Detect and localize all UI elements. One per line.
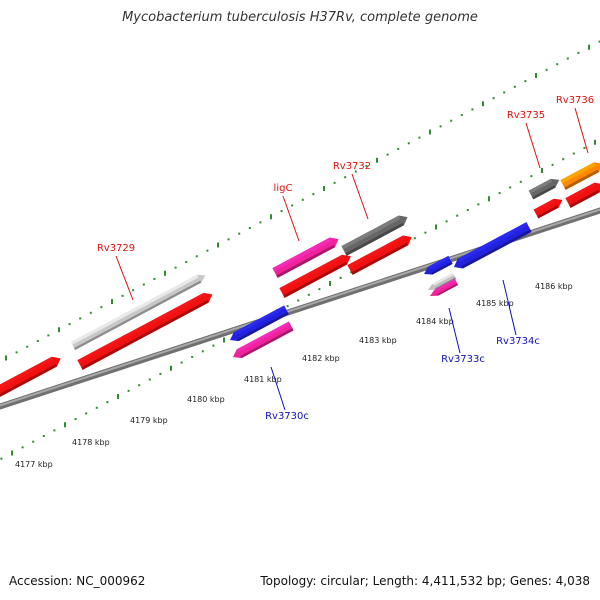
reverse-gene-arrow[interactable] [231,321,294,362]
forward-gene-arrow[interactable] [565,179,600,208]
reverse-gene-label[interactable]: Rv3730c [265,411,309,422]
reverse-gene-arrow-highlight [434,278,456,292]
forward-gene-arrow-highlight [341,215,401,250]
forward-gene-arrow-shadow [569,189,600,208]
scale-label: 4180 kbp [187,395,225,404]
forward-gene-label-leader [351,173,369,220]
forward-gene-label[interactable]: Rv3732 [333,161,371,172]
forward-gene-label-leader [574,107,589,154]
forward-gene-arrow[interactable] [70,271,208,350]
forward-gene-arrow-shadow [74,280,202,350]
forward-gene-arrow-body [341,215,408,256]
forward-gene-arrow[interactable] [528,176,562,200]
forward-gene-arrow-shadow [564,169,600,190]
forward-gene-arrow-body [560,162,600,190]
forward-gene-arrow-shadow [0,364,57,401]
reverse-gene-arrow-shadow [431,261,453,275]
reverse-gene-label-leader [448,307,461,354]
forward-gene-arrow[interactable] [0,353,63,401]
forward-gene-arrow-body [0,356,61,401]
reverse-gene-arrow[interactable] [451,222,532,272]
forward-gene-arrow-highlight [560,162,596,184]
forward-gene-arrow-shadow [81,300,209,370]
forward-gene-arrow-highlight [533,198,556,213]
scale-label: 4181 kbp [244,375,282,384]
scale-label: 4185 kbp [476,299,514,308]
forward-gene-arrow-body [70,274,206,350]
forward-gene-arrow-shadow [276,244,335,278]
forward-gene-label[interactable]: Rv3735 [507,110,545,121]
forward-gene-arrow[interactable] [560,159,600,190]
reverse-gene-arrow-highlight [457,222,529,263]
forward-gene-arrow-shadow [283,262,348,298]
reverse-gene-arrow[interactable] [228,305,289,344]
forward-gene-arrow-shadow [537,205,559,219]
forward-gene-arrow-shadow [532,185,556,200]
scale-label: 4184 kbp [416,317,454,326]
forward-gene-arrow-body [77,292,213,370]
forward-gene-arrow-body [347,235,412,275]
reverse-gene-label-leader [270,366,286,411]
scale-label: 4183 kbp [359,336,397,345]
forward-gene-arrow[interactable] [341,212,410,256]
forward-gene-arrow-highlight [279,254,344,292]
forward-gene-arrow-body [565,182,600,208]
forward-gene-label[interactable]: Rv3736 [556,95,594,106]
reverse-gene-label-leader [502,279,517,336]
forward-gene-arrow-body [272,237,339,278]
forward-gene-arrow-highlight [272,237,332,272]
reverse-gene-arrow-highlight [233,305,286,336]
forward-gene-arrow[interactable] [272,234,341,278]
forward-gene-label[interactable]: Rv3729 [97,243,135,254]
forward-gene-arrow-shadow [351,242,409,275]
forward-gene-arrow[interactable] [347,232,414,275]
forward-gene-arrow-highlight [347,235,405,269]
genome-summary-text: Topology: circular; Length: 4,411,532 bp… [260,574,590,588]
scale-label: 4186 kbp [535,282,573,291]
reverse-gene-arrow-shadow [461,229,532,269]
forward-gene-arrow-highlight [528,178,553,194]
reverse-gene-arrow-highlight [428,255,450,270]
reverse-gene-arrow[interactable] [422,255,453,278]
scale-label: 4177 kbp [15,460,53,469]
forward-gene-arrow[interactable] [77,290,215,370]
forward-gene-label-leader [282,195,300,242]
forward-gene-label-leader [115,255,134,301]
genome-title: Mycobacterium tuberculosis H37Rv, comple… [122,10,478,25]
forward-gene-arrow-highlight [77,292,206,364]
forward-gene-arrow-body [533,198,563,219]
scale-label: 4179 kbp [130,416,168,425]
forward-gene-arrow-highlight [565,182,597,202]
forward-gene-arrow-highlight [0,356,54,395]
forward-gene-label-leader [525,122,541,169]
scale-label: 4182 kbp [302,354,340,363]
forward-gene-arrow[interactable] [279,251,353,298]
reverse-gene-arrow[interactable] [428,278,459,299]
reverse-gene-arrow-shadow [240,328,294,359]
reverse-gene-arrow-shadow [237,312,289,342]
reverse-gene-label[interactable]: Rv3733c [441,354,485,365]
forward-gene-arrow[interactable] [533,195,565,219]
reverse-gene-arrow-highlight [432,272,454,286]
forward-gene-arrow-shadow [345,222,404,256]
forward-gene-arrow-body [528,178,560,200]
scale-label: 4178 kbp [72,438,110,447]
reverse-gene-label[interactable]: Rv3734c [496,336,540,347]
reverse-gene-arrow-highlight [236,321,291,353]
reverse-gene-arrow-shadow [436,283,459,296]
forward-gene-arrow-highlight [70,274,199,345]
accession-text: Accession: NC_000962 [9,574,146,588]
forward-gene-arrow-body [279,254,351,298]
forward-gene-label[interactable]: ligC [274,183,293,194]
